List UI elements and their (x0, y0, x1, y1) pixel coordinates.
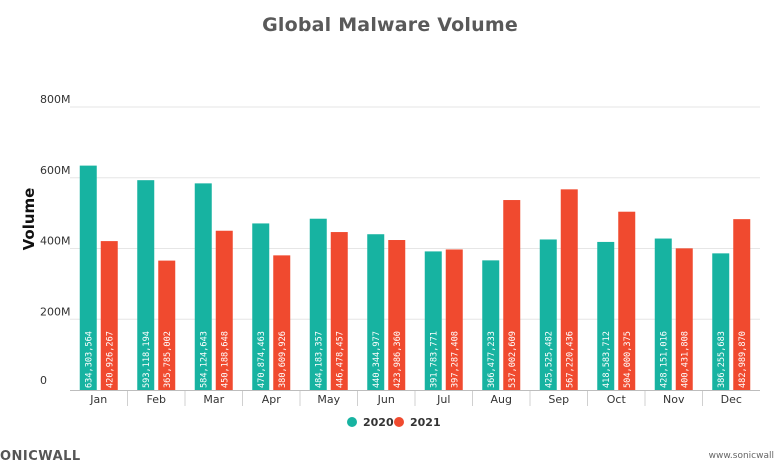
legend: 2020 2021 (347, 416, 441, 429)
bar-2020-jan (79, 165, 97, 390)
bar-2021-feb (158, 260, 176, 390)
bar-2021-nov (675, 248, 693, 390)
y-tick-label: 200M (40, 305, 71, 318)
x-tick-label: Nov (663, 393, 685, 406)
bar-value-label: 425,525,482 (544, 331, 554, 388)
bar-2021-mar (215, 230, 233, 390)
y-tick-label: 0 (40, 374, 47, 387)
brand-logo-text: ONICWALL (0, 449, 81, 464)
bar-value-label: 400,431,808 (680, 331, 690, 388)
bar-2020-dec (712, 253, 730, 390)
bar-2021-aug (503, 200, 521, 390)
bar-value-label: 584,124,643 (199, 331, 209, 388)
bars: 634,303,564 420,926,267 593,118,194 365,785… (79, 165, 751, 390)
y-tick-label: 600M (40, 164, 71, 177)
bar-2021-sep (560, 189, 578, 390)
bar-value-label: 428,151,016 (659, 331, 669, 388)
bar-value-label: 567,220,436 (565, 331, 575, 388)
bar-2021-jan (100, 241, 118, 390)
legend-swatch-2020 (347, 417, 357, 427)
legend-label-2020: 2020 (363, 416, 394, 429)
bar-2020-jul (424, 251, 442, 390)
bar-value-label: 450,188,648 (220, 331, 230, 388)
bar-value-label: 391,783,771 (429, 331, 439, 388)
bar-value-label: 634,303,564 (84, 331, 94, 388)
bar-value-label: 593,118,194 (142, 331, 152, 388)
y-axis: 0 200M 400M 600M 800M (40, 93, 71, 387)
bar-value-label: 420,926,267 (105, 331, 115, 388)
x-tick-label: Jan (89, 393, 107, 406)
bar-2021-dec (733, 219, 751, 390)
x-tick-label: Dec (721, 393, 742, 406)
bar-2020-sep (539, 239, 557, 390)
bar-value-label: 537,002,609 (508, 331, 518, 388)
bar-value-label: 366,477,233 (487, 331, 497, 388)
bar-2021-jun (388, 240, 406, 390)
bar-2021-oct (618, 211, 636, 390)
bar-2020-apr (252, 223, 270, 390)
bar-value-label: 423,986,360 (393, 331, 403, 388)
bar-2021-may (330, 232, 348, 390)
bar-2020-aug (482, 260, 500, 390)
chart-title: Global Malware Volume (262, 14, 518, 36)
bar-2020-may (309, 218, 327, 390)
legend-swatch-2021 (394, 417, 404, 427)
bar-value-label: 380,609,926 (278, 331, 288, 388)
bar-value-label: 482,989,870 (738, 331, 748, 388)
x-tick-label: Apr (262, 393, 282, 406)
bar-value-label: 470,874,463 (257, 331, 267, 388)
bar-value-label: 440,344,977 (372, 331, 382, 388)
x-tick-label: Oct (607, 393, 627, 406)
bar-2020-mar (194, 183, 212, 390)
bar-2021-apr (273, 255, 291, 390)
x-tick-label: Feb (147, 393, 166, 406)
x-tick-label: Sep (548, 393, 569, 406)
x-tick-label: Jun (377, 393, 395, 406)
y-tick-label: 800M (40, 93, 71, 106)
bar-2020-oct (597, 241, 615, 390)
gridlines (70, 106, 760, 320)
x-tick-label: May (317, 393, 340, 406)
x-tick-label: Jul (436, 393, 450, 406)
x-axis: Jan Feb Mar Apr May Jun Jul Aug Sep Oct Nov Dec (70, 390, 760, 406)
footer-url: www.sonicwall (708, 451, 774, 461)
legend-label-2021: 2021 (410, 416, 441, 429)
bar-value-label: 365,785,002 (163, 331, 173, 388)
bar-value-label: 386,255,683 (717, 331, 727, 388)
x-tick-label: Mar (203, 393, 224, 406)
bar-2021-jul (445, 249, 463, 390)
bar-value-label: 484,183,357 (314, 331, 324, 388)
y-axis-title: Volume (20, 188, 38, 251)
bar-value-label: 504,000,375 (623, 331, 633, 388)
x-tick-label: Aug (491, 393, 512, 406)
y-tick-label: 400M (40, 235, 71, 248)
bar-2020-nov (654, 238, 672, 390)
bar-value-label: 397,287,408 (450, 331, 460, 388)
bar-value-label: 446,478,457 (335, 331, 345, 388)
bar-2020-feb (137, 180, 155, 390)
bar-2020-jun (367, 234, 385, 390)
bar-value-label: 418,583,712 (602, 331, 612, 388)
